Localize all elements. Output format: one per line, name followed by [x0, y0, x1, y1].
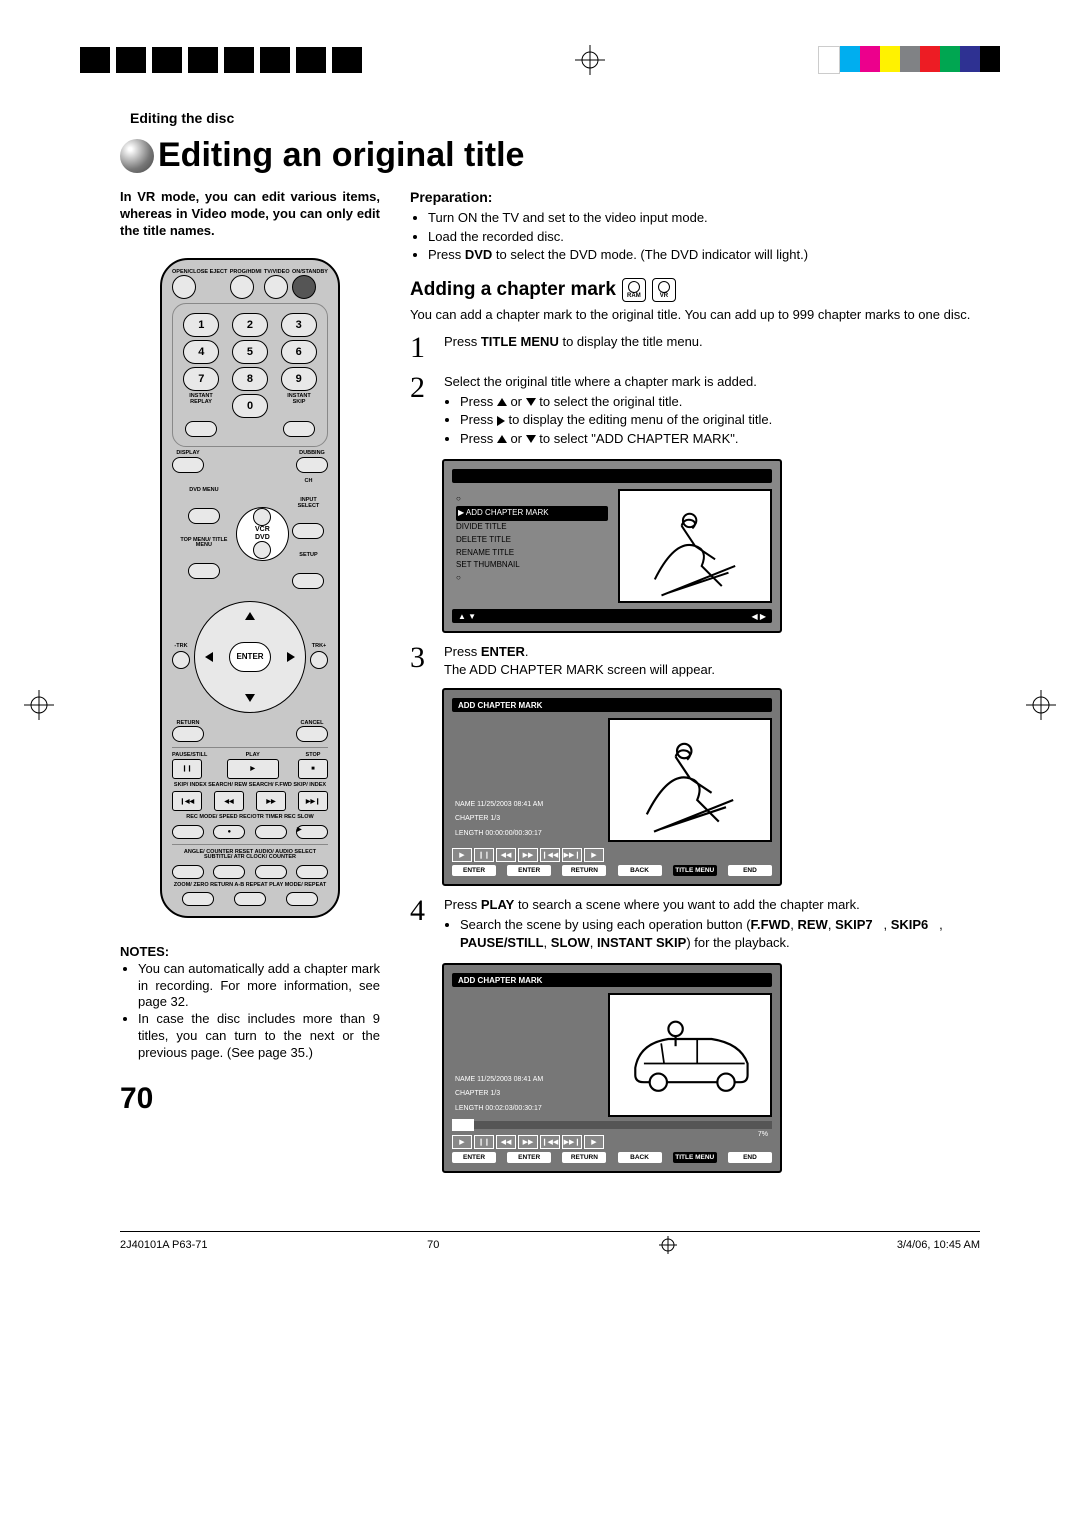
- step-1: 1Press TITLE MENU to display the title m…: [410, 333, 980, 363]
- step-2: 2Select the original title where a chapt…: [410, 373, 980, 449]
- page-title: Editing an original title: [158, 136, 524, 175]
- top-registration: [0, 0, 1080, 75]
- osd-edit-menu: ○▶ ADD CHAPTER MARKDIVIDE TITLEDELETE TI…: [442, 459, 782, 633]
- notes-heading: NOTES:: [120, 944, 380, 959]
- crosshair-icon: [575, 45, 605, 75]
- title-sphere-icon: [120, 139, 154, 173]
- disc-ram-icon: RAM: [622, 278, 646, 302]
- notes-list: You can automatically add a chapter mark…: [120, 961, 380, 1062]
- footer-timestamp: 3/4/06, 10:45 AM: [897, 1239, 980, 1251]
- footer: 2J40101A P63-71 70 3/4/06, 10:45 AM: [120, 1231, 980, 1254]
- footer-page: 70: [427, 1239, 439, 1251]
- section-label: Editing the disc: [130, 110, 980, 126]
- osd-add-chapter: ADD CHAPTER MARKNAME 11/25/2003 08:41 AM…: [442, 688, 782, 886]
- osd-add-chapter: ADD CHAPTER MARKNAME 11/25/2003 08:41 AM…: [442, 963, 782, 1173]
- black-registration-blocks: [80, 47, 362, 73]
- adding-intro: You can add a chapter mark to the origin…: [410, 306, 980, 324]
- preparation-heading: Preparation:: [410, 189, 980, 205]
- step-4: 4Press PLAY to search a scene where you …: [410, 896, 980, 953]
- intro-text: In VR mode, you can edit various items, …: [120, 189, 380, 240]
- preparation-list: Turn ON the TV and set to the video inpu…: [410, 209, 980, 264]
- color-swatches: [818, 46, 1000, 74]
- disc-vr-icon: VR: [652, 278, 676, 302]
- footer-doc-id: 2J40101A P63-71: [120, 1239, 207, 1251]
- adding-chapter-heading: Adding a chapter mark RAM VR: [410, 278, 980, 302]
- page-title-row: Editing an original title: [120, 136, 980, 175]
- step-3: 3Press ENTER.The ADD CHAPTER MARK screen…: [410, 643, 980, 678]
- page-number: 70: [120, 1082, 380, 1116]
- remote-control-diagram: OPEN/CLOSE EJECT PROG/HDMI TV/VIDEO ON/S…: [160, 258, 340, 918]
